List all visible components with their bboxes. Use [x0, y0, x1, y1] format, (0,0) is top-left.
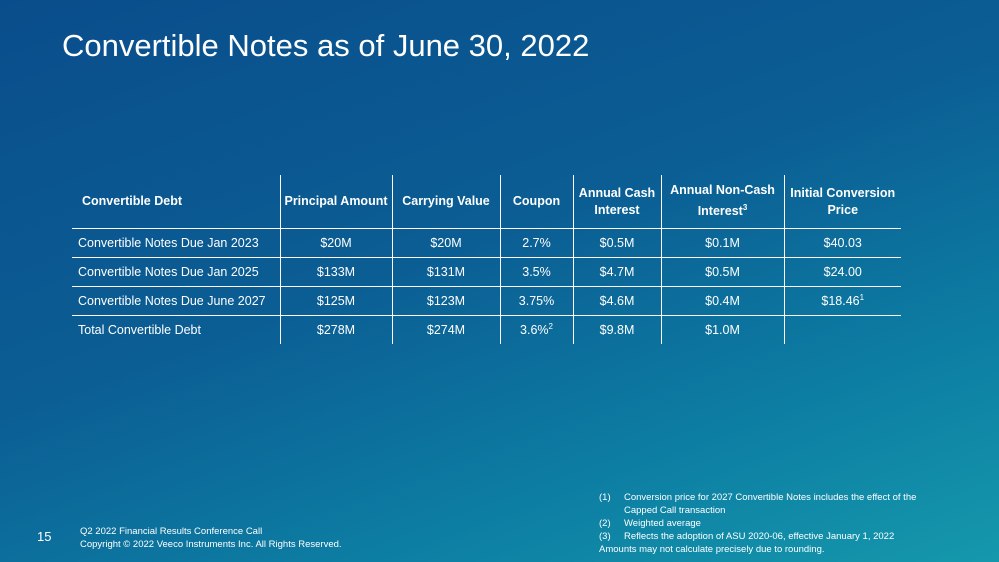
cell-text: $20M: [430, 236, 462, 250]
footnote-mark: (2): [599, 518, 611, 529]
cell-text: $123M: [426, 294, 466, 308]
cell-text: Convertible Notes Due June 2027: [78, 294, 266, 308]
header-cell: Annual Non-Cash Interest3: [660, 175, 785, 229]
table-cell: $24.00: [783, 257, 901, 287]
cell-text: 3.6%: [520, 323, 549, 338]
cell-text: Coupon: [512, 194, 561, 208]
notes-table: Convertible Debt Principal Amount Carrying…: [72, 175, 901, 344]
page-number: 15: [37, 529, 52, 544]
table-cell: $18.461: [783, 286, 901, 316]
cell-text: Convertible Notes Due Jan 2023: [78, 236, 259, 250]
cell-text: Carrying Value: [402, 194, 490, 208]
table-cell: $125M: [279, 286, 393, 316]
table-cell: $4.7M: [572, 257, 662, 287]
cell-text: $40.03: [823, 236, 862, 250]
footnotes: (1) Conversion price for 2027 Convertible…: [599, 491, 949, 556]
footnote-mark: (3): [599, 531, 611, 542]
table-cell: Total Convertible Debt: [72, 315, 281, 344]
header-cell: Annual Cash Interest: [572, 175, 662, 229]
footnote: (3) Reflects the adoption of ASU 2020-06,…: [599, 530, 949, 543]
cell-text: 3.5%: [522, 265, 551, 279]
cell-text: 3.75%: [518, 294, 555, 308]
table-cell: $0.5M: [660, 257, 785, 287]
footer: Q2 2022 Financial Results Conference Cal…: [80, 525, 342, 551]
table-row: Convertible Notes Due Jan 2025 $133M $131M…: [72, 257, 901, 287]
footnote: (1) Conversion price for 2027 Convertible…: [599, 491, 949, 517]
cell-text: $125M: [316, 294, 356, 308]
cell-text: Convertible Notes Due Jan 2025: [78, 265, 259, 279]
cell-text: $4.6M: [599, 294, 635, 308]
header-row: Convertible Debt Principal Amount Carrying…: [72, 175, 901, 229]
superscript: 3: [742, 203, 748, 213]
footer-line: Copyright © 2022 Veeco Instruments Inc. …: [80, 539, 342, 550]
cell-text: 2.7%: [522, 236, 551, 250]
table-cell: $0.1M: [660, 228, 785, 258]
cell-text: Total Convertible Debt: [78, 323, 201, 337]
table-cell: 2.7%: [499, 228, 574, 258]
table-cell: $4.6M: [572, 286, 662, 316]
table-cell: 3.6%2: [499, 315, 574, 344]
cell-text: $278M: [316, 323, 356, 337]
superscript: 1: [859, 293, 865, 303]
table-cell: $123M: [391, 286, 501, 316]
table-cell: $20M: [391, 228, 501, 258]
cell-text: Convertible Debt: [82, 194, 183, 208]
cell-text: $24.00: [823, 265, 862, 279]
table-cell: Convertible Notes Due Jan 2023: [72, 228, 281, 258]
footnote: (2) Weighted average: [599, 517, 949, 530]
footnote-text: Weighted average: [624, 518, 701, 529]
slide-title: Convertible Notes as of June 30, 2022: [62, 28, 590, 63]
cell-text: Annual Non-Cash Interest: [670, 183, 775, 219]
cell-text: $18.46: [821, 294, 860, 309]
cell-text: $131M: [426, 265, 466, 279]
table-cell: [783, 315, 901, 344]
header-cell: Carrying Value: [391, 175, 501, 229]
header-cell: Convertible Debt: [72, 175, 281, 229]
table-cell: $20M: [279, 228, 393, 258]
footer-line: Q2 2022 Financial Results Conference Cal…: [80, 526, 263, 537]
cell-text: $4.7M: [599, 265, 635, 279]
table-cell: $9.8M: [572, 315, 662, 344]
header-cell: Initial Conversion Price: [783, 175, 901, 229]
cell-text: $133M: [316, 265, 356, 279]
cell-text: Principal Amount: [284, 194, 388, 208]
table-cell: 3.75%: [499, 286, 574, 316]
header-cell: Coupon: [499, 175, 574, 229]
footnote-note: Amounts may not calculate precisely due …: [599, 544, 825, 555]
table-cell: $131M: [391, 257, 501, 287]
table-cell: $274M: [391, 315, 501, 344]
cell-text: $1.0M: [705, 323, 740, 337]
table-row: Convertible Notes Due Jan 2023 $20M $20M 2.…: [72, 228, 901, 258]
table-cell: $0.5M: [572, 228, 662, 258]
cell-text: $9.8M: [599, 323, 635, 337]
cell-text: $0.4M: [705, 294, 740, 308]
cell-text: $274M: [426, 323, 466, 337]
footnote-mark: (1): [599, 492, 611, 503]
footnote-text: Reflects the adoption of ASU 2020-06, ef…: [624, 531, 895, 542]
table-body: Convertible Notes Due Jan 2023 $20M $20M 2.…: [72, 228, 901, 344]
cell-text: $0.5M: [599, 236, 635, 250]
table-row: Convertible Notes Due June 2027 $125M $123…: [72, 286, 901, 316]
table-cell: $278M: [279, 315, 393, 344]
cell-text: $20M: [320, 236, 352, 250]
superscript: 2: [548, 322, 553, 332]
table-row: Total Convertible Debt $278M $274M 3.6%2 $9.…: [72, 315, 901, 344]
cell-text: Initial Conversion Price: [790, 185, 896, 217]
table-cell: Convertible Notes Due June 2027: [72, 286, 281, 316]
table-cell: $40.03: [783, 228, 901, 258]
cell-text: $0.5M: [705, 265, 740, 279]
table-cell: $133M: [279, 257, 393, 287]
table-cell: 3.5%: [499, 257, 574, 287]
footnote-text: Conversion price for 2027 Convertible No…: [624, 492, 917, 516]
table-cell: Convertible Notes Due Jan 2025: [72, 257, 281, 287]
cell-text: Annual Cash Interest: [578, 185, 656, 217]
header-cell: Principal Amount: [279, 175, 393, 229]
cell-text: $0.1M: [705, 236, 740, 250]
table-cell: $0.4M: [660, 286, 785, 316]
table-cell: $1.0M: [660, 315, 785, 344]
